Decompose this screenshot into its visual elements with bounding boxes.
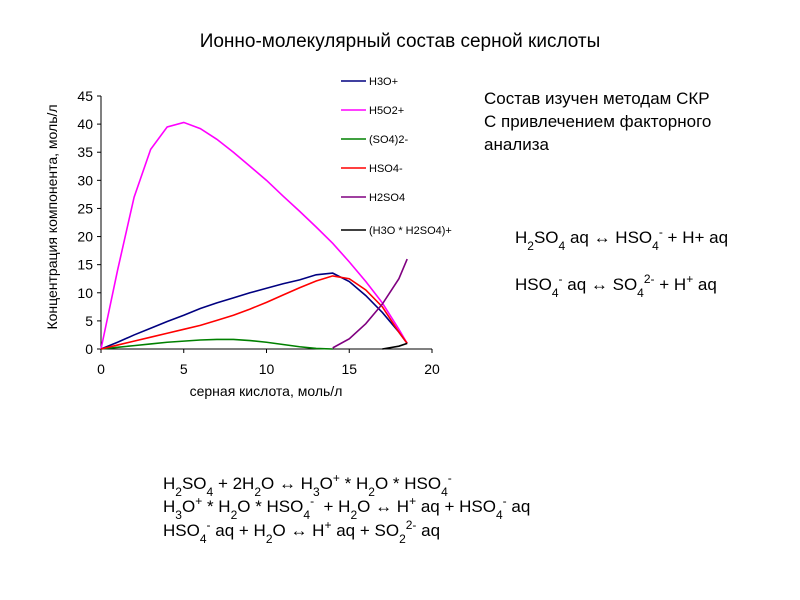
superscript: + (686, 272, 693, 286)
chart-title: Ионно-молекулярный состав серной кислоты (200, 31, 601, 52)
legend-label: H2SO4 (369, 192, 405, 204)
equation-text: HSO (515, 275, 552, 294)
subscript: 4 (652, 239, 659, 253)
legend-label: H3O+ (369, 76, 398, 88)
superscript: - (448, 471, 452, 485)
equation-text: aq (507, 497, 531, 516)
subscript: 2 (527, 239, 534, 253)
y-tick-label: 30 (77, 172, 93, 188)
series-line (332, 258, 408, 349)
equation-text: * H (202, 497, 230, 516)
superscript: - (659, 225, 663, 239)
note-line: Состав изучен методам СКР (484, 89, 710, 108)
y-tick-label: 15 (77, 257, 93, 273)
y-tick-label: 40 (77, 116, 93, 132)
superscript: + (333, 471, 340, 485)
equation-text: O ↔ H (273, 521, 325, 540)
y-tick-label: 20 (77, 229, 93, 245)
superscript: 2- (406, 518, 417, 532)
subscript: 4 (637, 286, 644, 300)
equation-text: aq ↔ SO (563, 275, 638, 294)
x-tick-label: 0 (97, 361, 105, 377)
subscript: 4 (207, 485, 214, 499)
subscript: 4 (441, 485, 448, 499)
equation-text: O ↔ H (357, 497, 409, 516)
equation-text: O * HSO (375, 474, 441, 493)
superscript: 2- (644, 272, 655, 286)
y-tick-label: 5 (85, 313, 93, 329)
x-tick-label: 10 (259, 361, 275, 377)
y-tick-label: 35 (77, 144, 93, 160)
equation-text: SO (534, 228, 559, 247)
equation-text: + H (314, 497, 350, 516)
subscript: 2 (175, 485, 182, 499)
equation: HSO4- aq + H2O ↔ H+ aq + SO22- aq (163, 518, 440, 546)
note-line: С привлечением факторного (484, 112, 711, 131)
superscript: - (207, 518, 211, 532)
subscript: 2 (254, 485, 261, 499)
subscript: 4 (303, 508, 310, 522)
subscript: 4 (552, 286, 559, 300)
y-tick-label: 10 (77, 285, 93, 301)
equation-text: + H (655, 275, 687, 294)
legend-label: HSO4- (369, 163, 403, 175)
x-axis-label: серная кислота, моль/л (190, 383, 343, 399)
equation-text: H (163, 497, 175, 516)
equation-text: SO (182, 474, 207, 493)
x-tick-label: 15 (341, 361, 357, 377)
y-tick-label: 0 (85, 341, 93, 357)
equation-text: aq ↔ HSO (565, 228, 652, 247)
series-line (100, 275, 408, 350)
equation-text: aq (693, 275, 717, 294)
subscript: 2 (350, 508, 357, 522)
equation-text: aq + H (211, 521, 266, 540)
equation: HSO4- aq ↔ SO42- + H+ aq (515, 272, 717, 300)
superscript: - (503, 494, 507, 508)
equation-text: O (182, 497, 195, 516)
superscript: - (559, 272, 563, 286)
superscript: + (324, 518, 331, 532)
subscript: 2 (266, 532, 273, 546)
superscript: + (195, 494, 202, 508)
equation: H2SO4 + 2H2O ↔ H3O+ * H2O * HSO4- (163, 471, 452, 499)
equation-text: aq + SO (331, 521, 399, 540)
subscript: 4 (559, 239, 566, 253)
subscript: 4 (200, 532, 207, 546)
equation: H2SO4 aq ↔ HSO4- + H+ aq (515, 225, 728, 253)
equation-text: + H+ aq (663, 228, 728, 247)
superscript: - (310, 494, 314, 508)
y-tick-label: 25 (77, 200, 93, 216)
equation-text: H (163, 474, 175, 493)
y-axis-label: Концентрация компонента, моль/л (44, 104, 60, 329)
equation-text: HSO (163, 521, 200, 540)
equation-text: O ↔ H (261, 474, 313, 493)
equation: H3O+ * H2O * HSO4- + H2O ↔ H+ aq + HSO4-… (163, 494, 530, 522)
series-line (100, 272, 408, 350)
x-tick-label: 5 (180, 361, 188, 377)
equation-text: * H (340, 474, 368, 493)
x-tick-label: 20 (424, 361, 440, 377)
y-tick-label: 45 (77, 88, 93, 104)
subscript: 3 (175, 508, 182, 522)
series-line (100, 121, 408, 350)
series-line (382, 342, 408, 350)
equation-text: O * HSO (237, 497, 303, 516)
subscript: 2 (368, 485, 375, 499)
series-line (100, 338, 333, 350)
equation-text: + 2H (213, 474, 254, 493)
legend-label: H5O2+ (369, 105, 404, 117)
superscript: + (409, 494, 416, 508)
subscript: 3 (313, 485, 320, 499)
equation-text: aq + HSO (416, 497, 496, 516)
equation-text: H (515, 228, 527, 247)
legend-label: (SO4)2- (369, 134, 408, 146)
subscript: 2 (231, 508, 238, 522)
equation-text: aq (416, 521, 440, 540)
equation-text: O (320, 474, 333, 493)
legend-label: (H3O * H2SO4)+ (369, 225, 452, 237)
subscript: 2 (399, 532, 406, 546)
note-line: анализа (484, 135, 550, 154)
subscript: 4 (496, 508, 503, 522)
